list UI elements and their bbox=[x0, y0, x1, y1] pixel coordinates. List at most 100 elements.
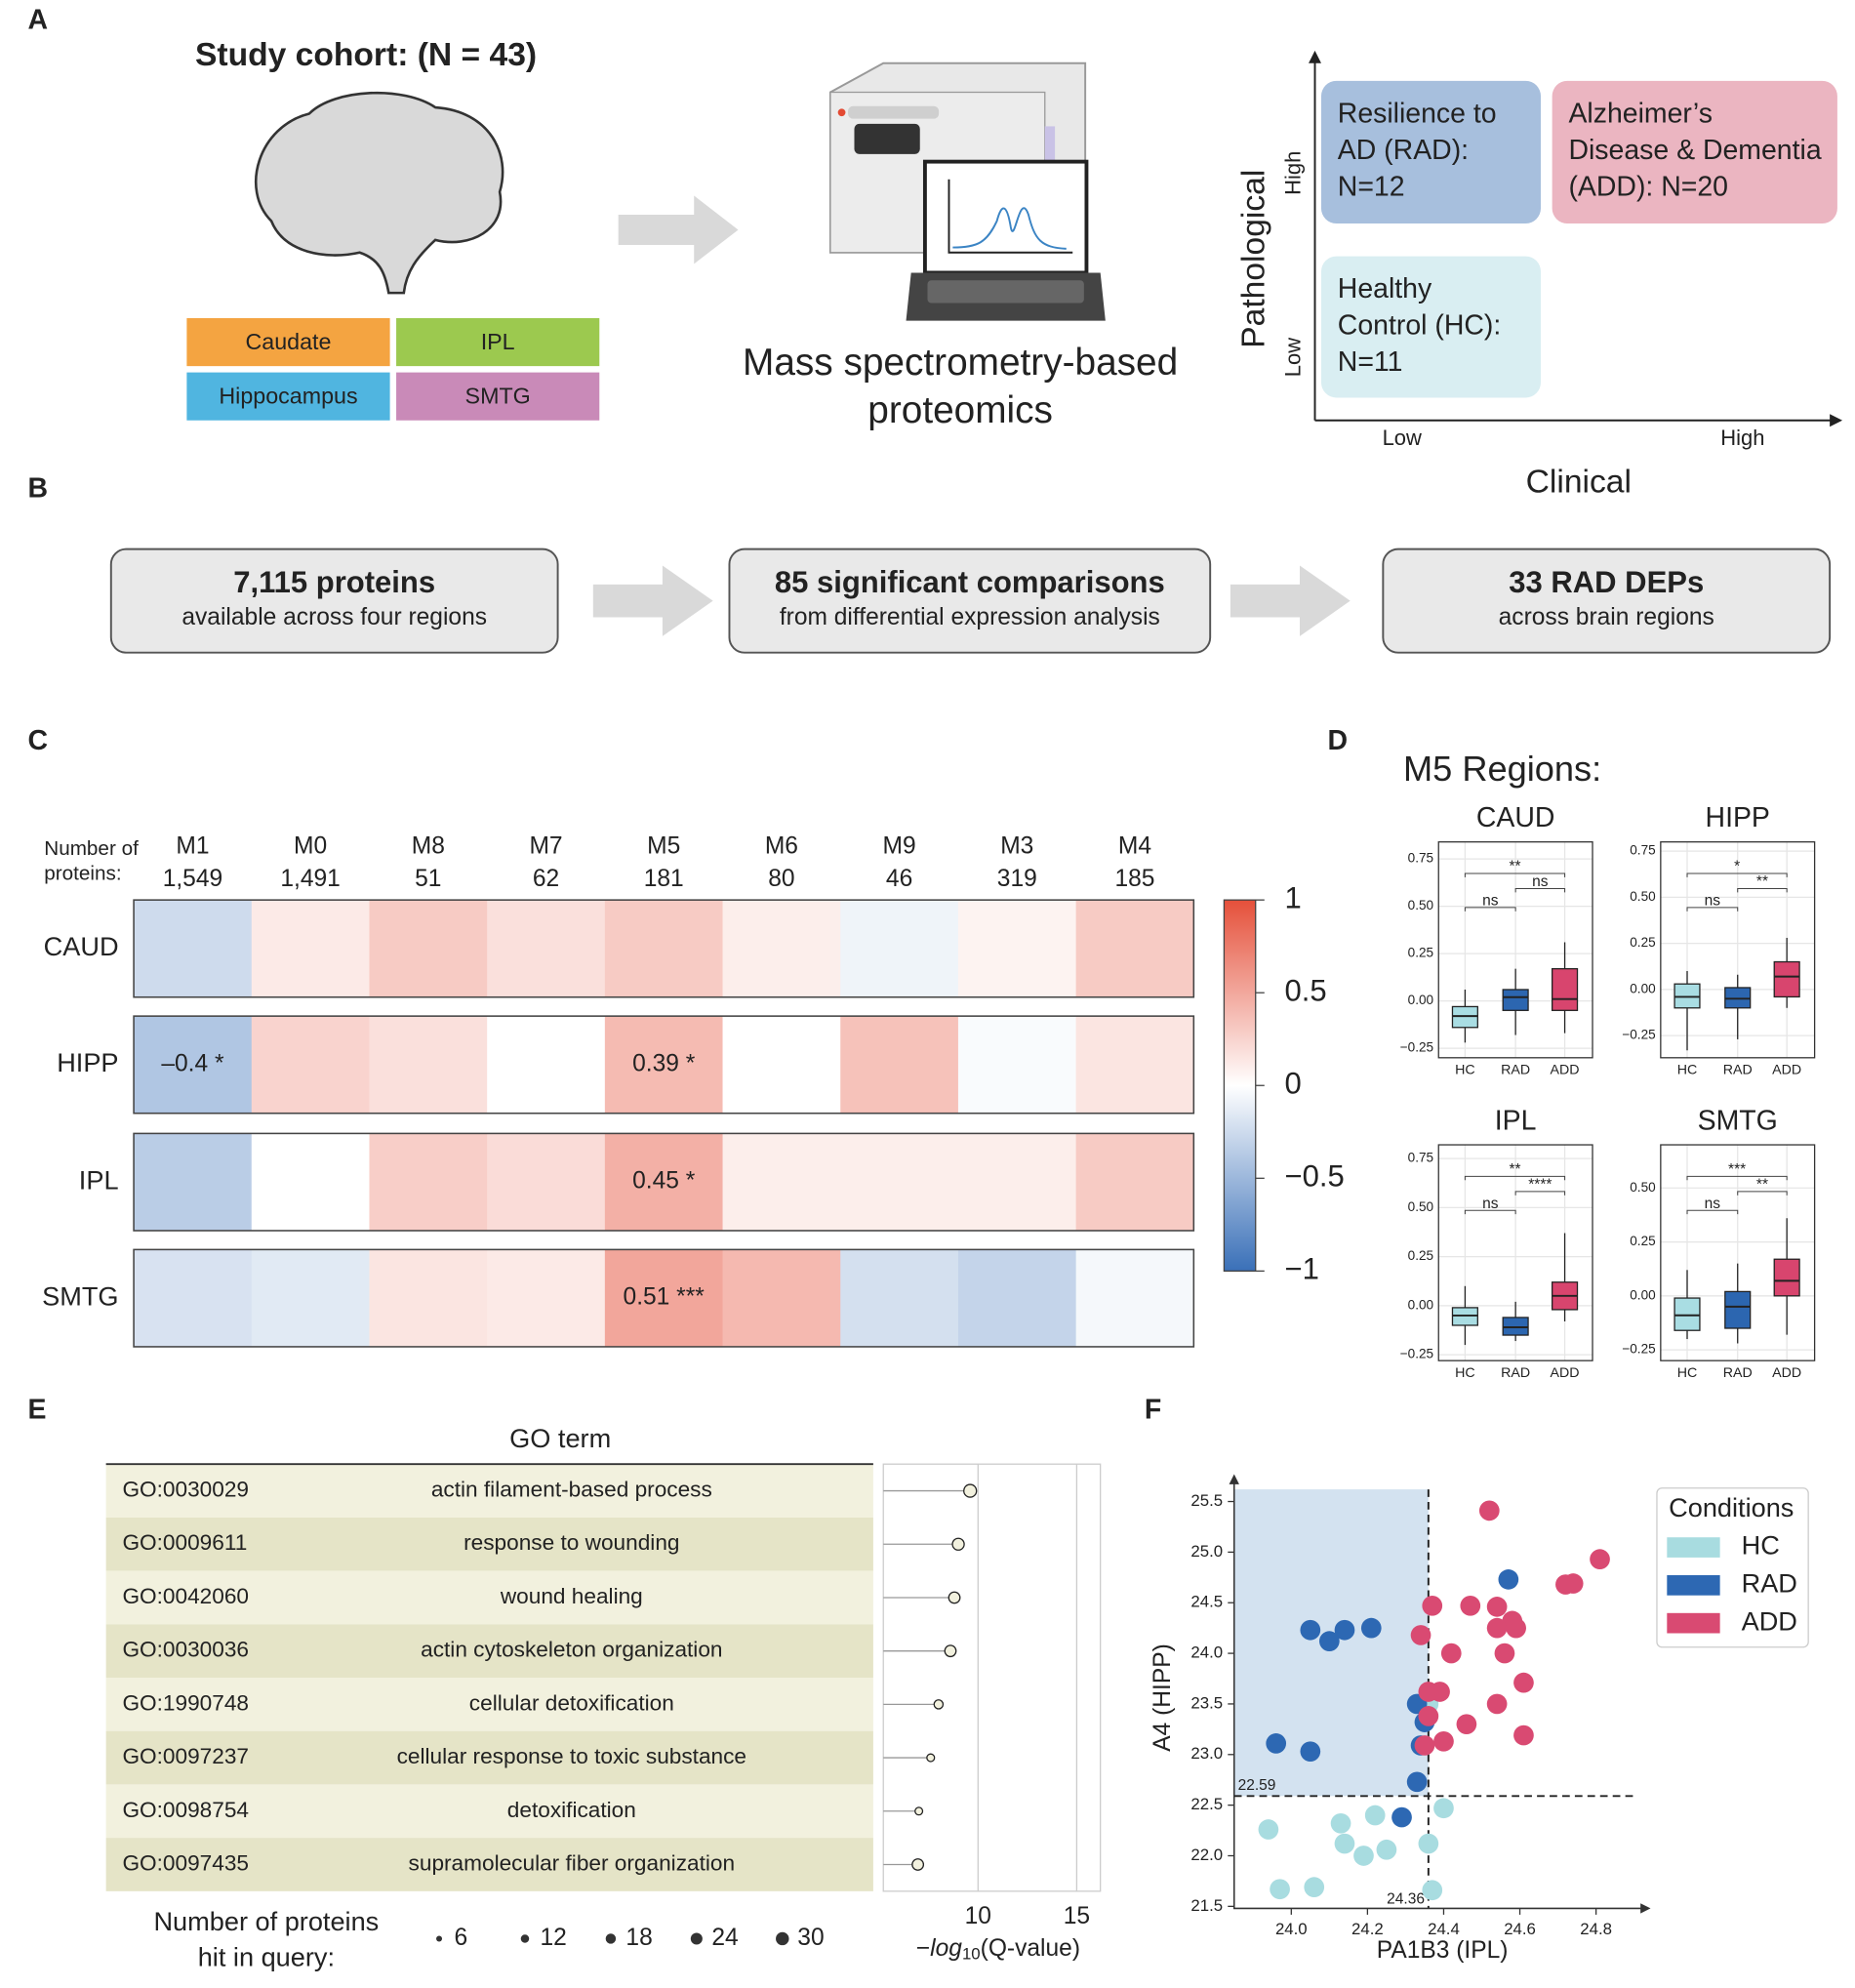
y-tick-label: −0.25 bbox=[1622, 1342, 1655, 1357]
size-legend-title: Number of proteins bbox=[153, 1906, 379, 1936]
quadrant-y-tick: High bbox=[1281, 151, 1306, 195]
go-term: response to wounding bbox=[464, 1530, 679, 1555]
heatmap-cell bbox=[840, 1249, 959, 1347]
heatmap-cell bbox=[957, 900, 1077, 997]
legend-swatch bbox=[1667, 1612, 1720, 1634]
box bbox=[1502, 989, 1529, 1011]
pipeline-box bbox=[728, 548, 1212, 654]
table-row bbox=[105, 1838, 873, 1891]
scatter-point bbox=[1460, 1595, 1481, 1616]
pipeline-box bbox=[1382, 548, 1832, 654]
x-tick-label: ADD bbox=[1772, 1062, 1801, 1077]
quadrant-y-tick: Low bbox=[1281, 338, 1306, 377]
cell-label: –0.4 * bbox=[161, 1050, 224, 1076]
box bbox=[1674, 1297, 1701, 1331]
protein-count: 1,549 bbox=[163, 866, 222, 892]
group-label: Disease & Dementia bbox=[1568, 135, 1821, 166]
heatmap-cell bbox=[840, 1133, 959, 1231]
x-axis-label: PA1B3 (IPL) bbox=[1377, 1937, 1509, 1964]
region-label: Hippocampus bbox=[219, 384, 357, 409]
column-label: M0 bbox=[294, 832, 327, 859]
x-axis-label-part: 10 bbox=[962, 1945, 981, 1964]
significance-label: * bbox=[1734, 859, 1740, 875]
colorbar-tick-label: 0.5 bbox=[1284, 973, 1326, 1007]
heatmap-cell bbox=[487, 900, 606, 997]
legend-swatch bbox=[1667, 1575, 1720, 1596]
scatter-point bbox=[1319, 1631, 1340, 1651]
go-id: GO:0009611 bbox=[122, 1530, 247, 1555]
size-legend-label: 12 bbox=[540, 1925, 566, 1951]
group-label: N=11 bbox=[1338, 346, 1403, 378]
significance-label: ns bbox=[1705, 893, 1721, 910]
quadrant-y-label: Pathological bbox=[1236, 170, 1272, 348]
heatmap-cell bbox=[134, 900, 253, 997]
group-label: Healthy bbox=[1338, 273, 1432, 304]
x-tick-label: 24.4 bbox=[1428, 1920, 1460, 1938]
scatter-point bbox=[1494, 1643, 1515, 1664]
row-label: HIPP bbox=[57, 1047, 118, 1077]
x-axis-label: −log10(Q-value) bbox=[916, 1936, 1080, 1964]
significance-bracket bbox=[1737, 1191, 1788, 1196]
significance-label: ns bbox=[1705, 1196, 1721, 1212]
y-tick-label: 0.50 bbox=[1630, 1180, 1656, 1195]
box bbox=[1502, 1317, 1529, 1336]
heatmap-cell bbox=[251, 1249, 370, 1347]
region-block bbox=[186, 317, 390, 367]
table-row bbox=[105, 1624, 873, 1679]
box bbox=[1451, 1307, 1478, 1326]
heatmap-cell bbox=[1075, 900, 1194, 997]
size-legend-dot bbox=[520, 1934, 530, 1943]
y-tick-label: 23.0 bbox=[1190, 1744, 1223, 1763]
y-tick-label: 25.5 bbox=[1190, 1491, 1223, 1510]
group-label: (ADD): N=20 bbox=[1568, 171, 1728, 202]
column-label: M3 bbox=[1000, 832, 1033, 859]
scatter-point bbox=[1433, 1798, 1454, 1819]
scatter-point bbox=[1391, 1806, 1412, 1828]
y-tick-label: 0.75 bbox=[1408, 1151, 1433, 1165]
region-block bbox=[186, 372, 390, 421]
heatmap-cell bbox=[722, 900, 841, 997]
scatter-point bbox=[1513, 1672, 1534, 1693]
x-tick-label: RAD bbox=[1723, 1365, 1753, 1381]
group-box bbox=[1320, 256, 1541, 398]
go-id: GO:0042060 bbox=[122, 1584, 249, 1608]
y-tick-label: 24.0 bbox=[1190, 1643, 1223, 1662]
pipeline-title: 7,115 proteins bbox=[233, 565, 435, 599]
significance-bracket bbox=[1686, 872, 1788, 877]
boxplot-title: SMTG bbox=[1698, 1105, 1778, 1136]
size-legend-dot bbox=[776, 1931, 789, 1946]
box bbox=[1773, 1258, 1800, 1297]
size-legend-title: hit in query: bbox=[198, 1941, 335, 1971]
table-row bbox=[105, 1730, 873, 1785]
protein-count: 51 bbox=[415, 866, 441, 892]
size-legend-label: 18 bbox=[625, 1925, 652, 1951]
heatmap-cell bbox=[957, 1133, 1077, 1231]
dot bbox=[951, 1537, 965, 1551]
box bbox=[1773, 960, 1800, 998]
column-label: M9 bbox=[883, 832, 916, 859]
heatmap-cell bbox=[251, 1016, 370, 1114]
scatter-point bbox=[1513, 1724, 1534, 1746]
scatter-point bbox=[1266, 1733, 1287, 1754]
dot bbox=[933, 1699, 945, 1710]
protein-count: 62 bbox=[533, 866, 559, 892]
pipeline-title: 33 RAD DEPs bbox=[1509, 565, 1704, 599]
heatmap-cell bbox=[487, 1249, 606, 1347]
significance-label: ns bbox=[1482, 1196, 1499, 1212]
scatter-point bbox=[1304, 1877, 1325, 1897]
quadrant-x-tick: Low bbox=[1383, 426, 1422, 450]
significance-label: ** bbox=[1756, 873, 1768, 890]
region-label: SMTG bbox=[465, 384, 531, 409]
arrow bbox=[618, 195, 739, 264]
row-label: SMTG bbox=[42, 1280, 118, 1311]
size-legend-label: 6 bbox=[455, 1925, 468, 1951]
scatter-point bbox=[1376, 1839, 1397, 1860]
scatter-point bbox=[1300, 1741, 1321, 1763]
table-row bbox=[105, 1678, 873, 1731]
scatter-point bbox=[1258, 1819, 1279, 1840]
dot bbox=[963, 1483, 978, 1498]
x-tick-label: 24.2 bbox=[1351, 1920, 1384, 1938]
scatter-point bbox=[1456, 1714, 1477, 1735]
colorbar-tick-label: −1 bbox=[1284, 1252, 1318, 1286]
